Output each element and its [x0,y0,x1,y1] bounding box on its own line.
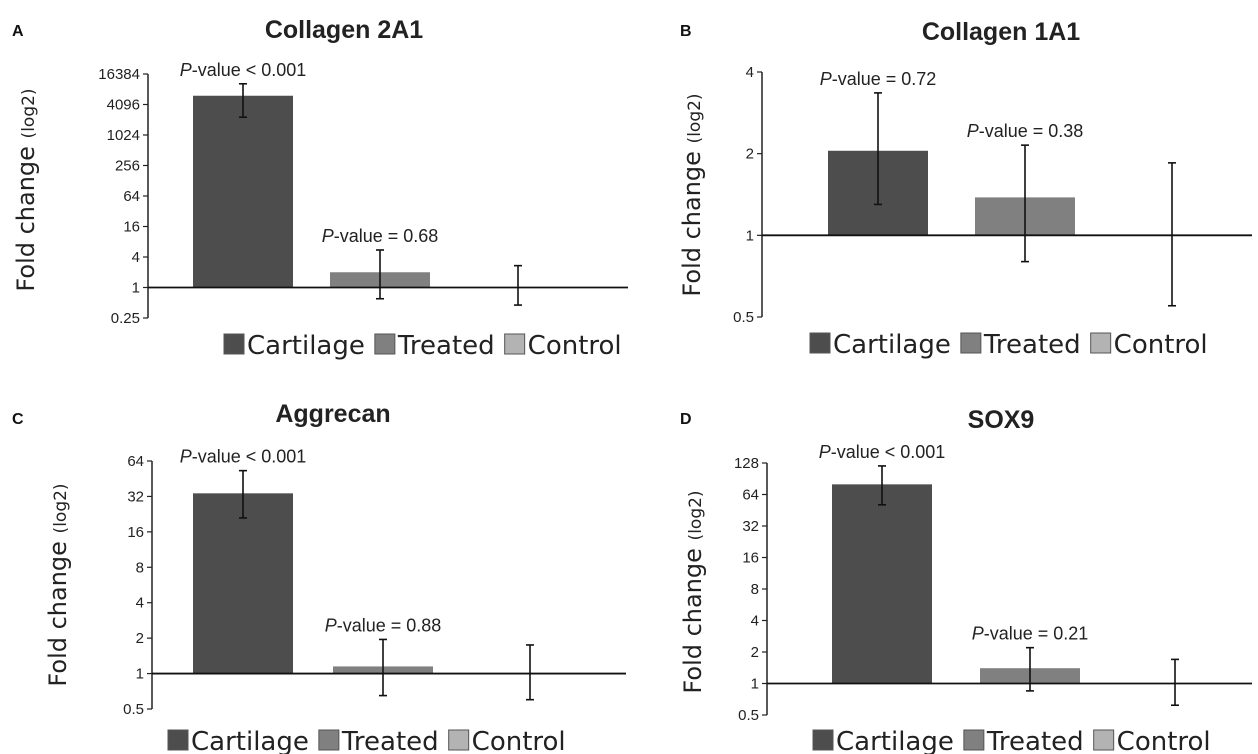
legend-label-control: Control [472,727,566,754]
y-tick-label: 4 [136,595,144,612]
legend-label-control: Control [1114,330,1208,360]
y-tick-label: 64 [123,188,140,205]
bar-cartilage [832,484,932,684]
y-tick-label: 2 [751,644,759,661]
panel-d: D SOX9 128 64 32 16 8 4 2 1 0.5 Fold change (log2) P… [679,406,1252,754]
legend-swatch-cartilage [223,333,245,355]
legend-swatch-cartilage [167,729,189,751]
legend-label-cartilage: Cartilage [833,330,951,360]
y-tick-label: 64 [742,487,759,504]
y-tick-label: 0.5 [738,707,759,724]
legend-swatch-control [504,333,526,355]
legend-label-cartilage: Cartilage [836,727,954,754]
legend-swatch-control [1090,332,1112,354]
legend-swatch-cartilage [809,332,831,354]
y-tick-label: 256 [115,158,140,175]
y-tick-label: 4 [132,249,140,266]
y-tick-label: 64 [127,453,144,470]
y-tick-label: 8 [136,559,144,576]
legend-swatch-control [448,729,470,751]
p-value-annotation: P-value = 0.88 [325,615,442,635]
chart-title: Aggrecan [275,400,390,428]
y-tick-label: 2 [746,146,754,163]
legend-label-control: Control [1117,727,1211,754]
y-tick-label: 8 [751,581,759,598]
legend-label-treated: Treated [986,727,1084,754]
legend-label-treated: Treated [983,330,1081,360]
bar-cartilage [193,95,293,288]
y-tick-label: 4 [751,613,759,630]
y-tick-label: 16 [127,524,144,541]
y-tick-label: 16 [742,550,759,567]
p-value-annotation: P-value = 0.21 [972,624,1089,644]
y-axis-label: Fold change (log2) [678,93,706,296]
y-axis-label: Fold change (log2) [679,490,707,693]
p-value-annotation: P-value < 0.001 [180,60,307,80]
chart-title: SOX9 [968,406,1035,434]
p-value-annotation: P-value = 0.38 [967,121,1084,141]
y-tick-label: 0.25 [111,310,140,327]
y-tick-label: 4096 [107,97,140,114]
y-tick-label: 128 [734,455,759,472]
legend-swatch-control [1093,729,1115,751]
y-tick-label: 1 [746,227,754,244]
panel-a: A Collagen 2A1 16384 4096 1024 256 64 16 4 1 0.25 F… [12,16,628,361]
y-tick-label: 1 [136,666,144,683]
chart-title: Collagen 1A1 [922,18,1080,46]
y-tick-label: 32 [742,518,759,535]
y-tick-label: 16 [123,219,140,236]
legend-swatch-treated [374,333,396,355]
legend-label-cartilage: Cartilage [247,331,365,361]
y-tick-label: 1024 [107,127,140,144]
y-tick-label: 16384 [98,66,140,83]
bar-cartilage [193,493,293,674]
y-tick-label: 1 [751,676,759,693]
y-tick-label: 0.5 [733,309,754,326]
legend-label-treated: Treated [341,727,439,754]
chart-title: Collagen 2A1 [265,16,423,44]
p-value-annotation: P-value < 0.001 [819,442,946,462]
legend-label-cartilage: Cartilage [191,727,309,754]
p-value-annotation: P-value < 0.001 [180,447,307,467]
panel-letter: C [12,411,24,428]
legend-label-control: Control [528,331,622,361]
legend-label-treated: Treated [397,331,495,361]
panel-b: B Collagen 1A1 4 2 1 0.5 Fold change (log2) P-v… [678,18,1252,360]
legend-swatch-cartilage [812,729,834,751]
panel-letter: A [12,23,24,40]
y-axis-label: Fold change (log2) [12,88,40,291]
legend-swatch-treated [960,332,982,354]
y-tick-label: 2 [136,630,144,647]
y-tick-label: 4 [746,64,754,81]
panel-c: C Aggrecan 64 32 16 8 4 2 1 0.5 Fold change (log2)… [12,400,626,754]
legend-swatch-treated [963,729,985,751]
y-axis-label: Fold change (log2) [44,483,72,686]
panel-letter: B [680,23,692,40]
y-tick-label: 1 [132,280,140,297]
p-value-annotation: P-value = 0.72 [820,69,937,89]
y-tick-label: 32 [127,488,144,505]
legend-swatch-treated [318,729,340,751]
y-tick-label: 0.5 [123,701,144,718]
p-value-annotation: P-value = 0.68 [322,226,439,246]
panel-letter: D [680,411,692,428]
